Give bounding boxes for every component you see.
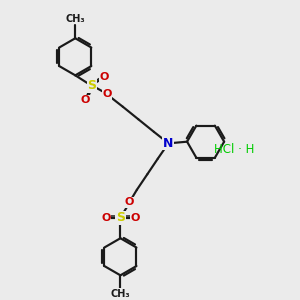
Text: CH₃: CH₃ (65, 14, 85, 24)
Text: S: S (87, 79, 96, 92)
Text: S: S (116, 212, 125, 224)
Text: O: O (103, 89, 112, 99)
Text: O: O (101, 213, 111, 223)
Text: O: O (80, 95, 90, 105)
Text: O: O (125, 197, 134, 207)
Text: O: O (100, 72, 109, 82)
Text: O: O (130, 213, 140, 223)
Text: N: N (163, 137, 173, 150)
Text: HCl · H: HCl · H (214, 143, 254, 156)
Text: CH₃: CH₃ (111, 289, 130, 299)
